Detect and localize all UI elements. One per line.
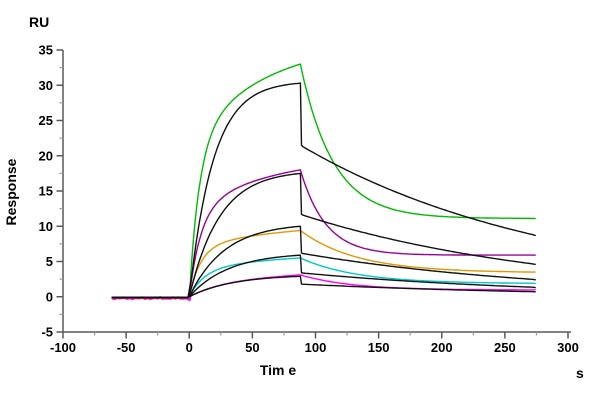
y-axis-unit-label: RU bbox=[29, 14, 50, 30]
y-tick-label: 5 bbox=[46, 254, 53, 269]
x-tick-label: -50 bbox=[117, 340, 136, 355]
series-curve-data-conc-4-cyan bbox=[111, 257, 536, 301]
y-tick-label: 20 bbox=[39, 148, 53, 163]
x-tick-label: 50 bbox=[245, 340, 259, 355]
x-tick-label: 100 bbox=[305, 340, 327, 355]
series-curve-fit-conc-3 bbox=[111, 225, 536, 299]
series-curve-fit-conc-1 bbox=[111, 82, 536, 299]
y-axis-title: Response bbox=[3, 158, 19, 226]
x-tick-label: 150 bbox=[368, 340, 390, 355]
y-tick-label: 10 bbox=[39, 219, 53, 234]
x-axis-title: Tim e bbox=[259, 362, 297, 378]
y-tick-label: -5 bbox=[41, 325, 53, 340]
y-tick-label: 35 bbox=[39, 43, 53, 58]
x-tick-label: 250 bbox=[494, 340, 516, 355]
series-curve-data-conc-1-green bbox=[111, 63, 536, 301]
series-curve-fit-conc-4 bbox=[111, 254, 536, 299]
x-tick-label: 300 bbox=[557, 340, 579, 355]
y-tick-label: 0 bbox=[46, 289, 53, 304]
y-tick-label: 30 bbox=[39, 78, 53, 93]
x-tick-label: 0 bbox=[186, 340, 193, 355]
x-tick-label: -100 bbox=[50, 340, 76, 355]
series-curve-data-conc-5-magenta bbox=[111, 274, 536, 302]
series-curve-fit-conc-2 bbox=[111, 172, 536, 299]
y-tick-label: 15 bbox=[39, 184, 53, 199]
x-axis-unit-label: s bbox=[576, 365, 584, 381]
x-tick-label: 200 bbox=[431, 340, 453, 355]
y-tick-label: 25 bbox=[39, 113, 53, 128]
series-curve-fit-conc-5 bbox=[111, 275, 536, 299]
